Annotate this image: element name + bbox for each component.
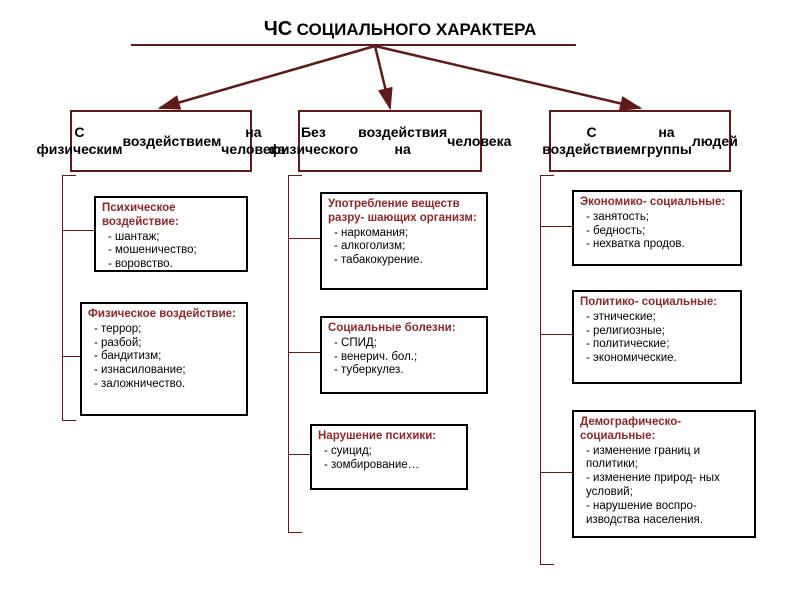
cat-groups: С воздействиемна группылюдей bbox=[549, 110, 731, 172]
sub-econ-tick bbox=[540, 226, 572, 227]
sub-social-disease-tick bbox=[288, 352, 320, 353]
cat-without: Без физическоговоздействия начеловека bbox=[298, 110, 482, 172]
sub-physical-impact-tick bbox=[62, 356, 80, 357]
sub-substances: Употребление веществ разру- шающих орган… bbox=[320, 192, 488, 290]
page-title: ЧС СОЦИАЛЬНОГО ХАРАКТЕРА bbox=[0, 18, 800, 41]
sub-psyche: Нарушение психики:- суицид;- зомбировани… bbox=[310, 424, 468, 490]
sub-demog-tick bbox=[540, 472, 572, 473]
sub-econ: Экономико- социальные:- занятость;- бедн… bbox=[572, 190, 742, 266]
cat-physical-bracket bbox=[62, 175, 76, 421]
title-underline bbox=[131, 44, 576, 46]
cat-groups-bracket bbox=[540, 175, 554, 565]
sub-substances-tick bbox=[288, 238, 320, 239]
cat-physical: С физическимвоздействиемна человека bbox=[70, 110, 252, 172]
title-main: ЧС bbox=[264, 18, 293, 40]
sub-social-disease: Социальные болезни:- СПИД;- венерич. бол… bbox=[320, 316, 488, 394]
sub-psychic: Психическое воздействие:- шантаж;- мошен… bbox=[94, 196, 248, 272]
cat-without-bracket bbox=[288, 175, 302, 533]
sub-polit-tick bbox=[540, 334, 572, 335]
sub-psyche-tick bbox=[288, 454, 310, 455]
title-rest: СОЦИАЛЬНОГО ХАРАКТЕРА bbox=[297, 20, 537, 39]
sub-physical-impact: Физическое воздействие:- террор;- разбой… bbox=[80, 302, 248, 416]
sub-demog: Демографическо- социальные:- изменение г… bbox=[572, 410, 756, 538]
sub-polit: Политико- социальные:- этнические;- рели… bbox=[572, 290, 742, 384]
sub-psychic-tick bbox=[62, 230, 94, 231]
